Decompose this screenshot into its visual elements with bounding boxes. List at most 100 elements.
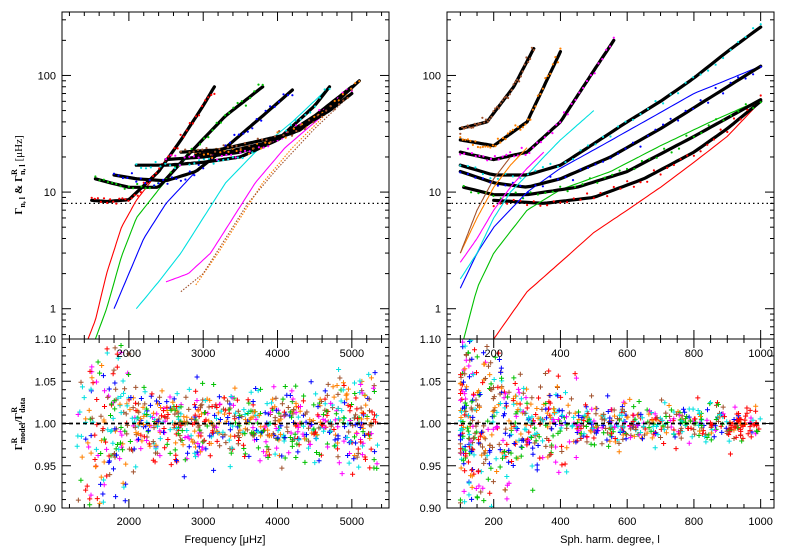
br-ratio-point [679,413,685,419]
tl-data-point-red [130,197,133,200]
br-ratio-point [652,445,658,451]
br-ratio-point [526,429,532,435]
br-ratio-point [471,452,477,458]
br-ratio-point [661,427,667,433]
br-ratio-point [691,427,697,433]
bl-ratio-point [212,412,218,418]
bl-ratio-point [162,414,168,420]
tr-data-point-cyan [714,63,717,66]
br-ratio-point [459,409,465,415]
tr-data-point-blue [692,107,695,110]
br-ratio-point [459,512,464,517]
br-ratio-point [576,413,582,419]
bl-ratio-point [151,425,157,431]
tr-data-point-green [618,169,621,172]
tr-data-band-green [462,98,763,197]
br-ratio-point [689,434,695,440]
br-ratio-point [503,391,509,397]
bl-ratio-point [337,375,343,381]
tl-data-point-orange [202,153,205,156]
tr-data-point-red [499,202,502,205]
br-ratio-point [616,441,622,447]
br-ratio-point [461,367,467,373]
bl-ratio-point [119,444,125,450]
bl-ratio-point [127,439,133,445]
bl-ratio-point [315,404,321,410]
tl-data-point-magenta [318,109,321,112]
br-ratio-point [488,360,494,366]
bl-ratio-point [336,367,342,373]
bl-ratio-point [320,412,326,418]
bl-ratio-point [235,408,241,414]
tr-data-point-red [546,204,549,207]
tl-data-point-green [144,187,147,190]
bl-ratio-point [87,502,93,508]
bl-ratio-point [111,367,117,373]
tl-data-point-blue [157,182,160,185]
br-ratio-point [473,423,479,429]
bl-ratio-point [185,450,191,456]
br-ratio-point [723,425,729,431]
bl-ratio-point [196,414,202,420]
tr-data-point-blue [729,81,732,84]
bl-ratio-point [287,392,293,398]
bl-ratio-point [360,410,366,416]
bl-ratio-point [230,446,236,452]
br-ratio-point [497,401,503,407]
tr-data-point-magenta [489,157,493,160]
tl-data-point-red [197,114,201,117]
br-ratio-point [474,402,480,408]
br-ratio-point [659,397,665,403]
bl-ratio-point [173,425,179,431]
tl-data-point-cyan [202,158,205,161]
bl-ratio-point [301,393,307,399]
tr-data-point-cyan [699,73,702,76]
tr-data-point-orange [541,87,545,90]
br-ratio-point [512,380,518,386]
tl-data-point-cyan [318,96,321,99]
bl-ratio-point [342,424,348,430]
tr-inner-x-tick-label: 400 [551,348,569,360]
br-ratio-point [743,413,749,419]
bl-ratio-point [195,408,201,414]
tl-data-point-red [194,115,198,118]
br-ratio-point [494,469,500,475]
bl-ratio-point [359,416,365,422]
tl-y-tick-label: 10 [44,187,56,199]
br-ratio-point [487,449,493,455]
bl-ratio-point [140,422,146,428]
br-ratio-point [462,400,468,406]
tr-data-point-green [655,156,658,159]
br-ratio-point [480,380,486,386]
tr-data-point-blue [646,134,650,137]
tr-data-point-orange [511,128,514,131]
br-ratio-point [630,418,636,424]
tr-data-point-orange [491,144,494,147]
tr-data-point-magenta [524,153,527,156]
bl-ratio-point [150,439,156,445]
br-ratio-point [511,441,517,447]
bl-ratio-point [110,415,116,421]
bl-ratio-point [120,441,126,447]
tl-data-point-red [96,197,99,200]
br-ratio-point [535,415,541,421]
br-ratio-point [532,440,538,446]
br-ratio-point [546,405,552,411]
bl-ratio-point [372,449,378,455]
tr-data-point-blue [759,65,762,68]
bl-ratio-point [95,359,101,365]
bl-ratio-point [106,512,111,517]
bl-ratio-point [113,386,119,392]
bl-ratio-point [359,443,365,449]
br-ratio-point [662,400,668,406]
br-ratio-point [594,428,600,434]
br-ratio-point [513,425,519,431]
bl-ratio-point [186,444,192,450]
tl-data-point-brown [278,130,281,133]
br-ratio-point [688,418,694,424]
tl-data-point-brown [222,144,225,147]
bl-ratio-point [352,391,358,397]
tr-data-point-blue [466,172,469,176]
bl-ratio-point [214,405,220,411]
tr-data-point-magenta [578,91,581,94]
